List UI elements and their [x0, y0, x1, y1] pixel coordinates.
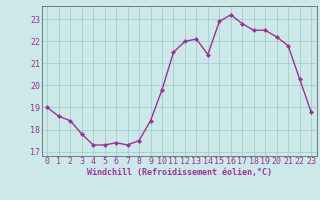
- X-axis label: Windchill (Refroidissement éolien,°C): Windchill (Refroidissement éolien,°C): [87, 168, 272, 177]
